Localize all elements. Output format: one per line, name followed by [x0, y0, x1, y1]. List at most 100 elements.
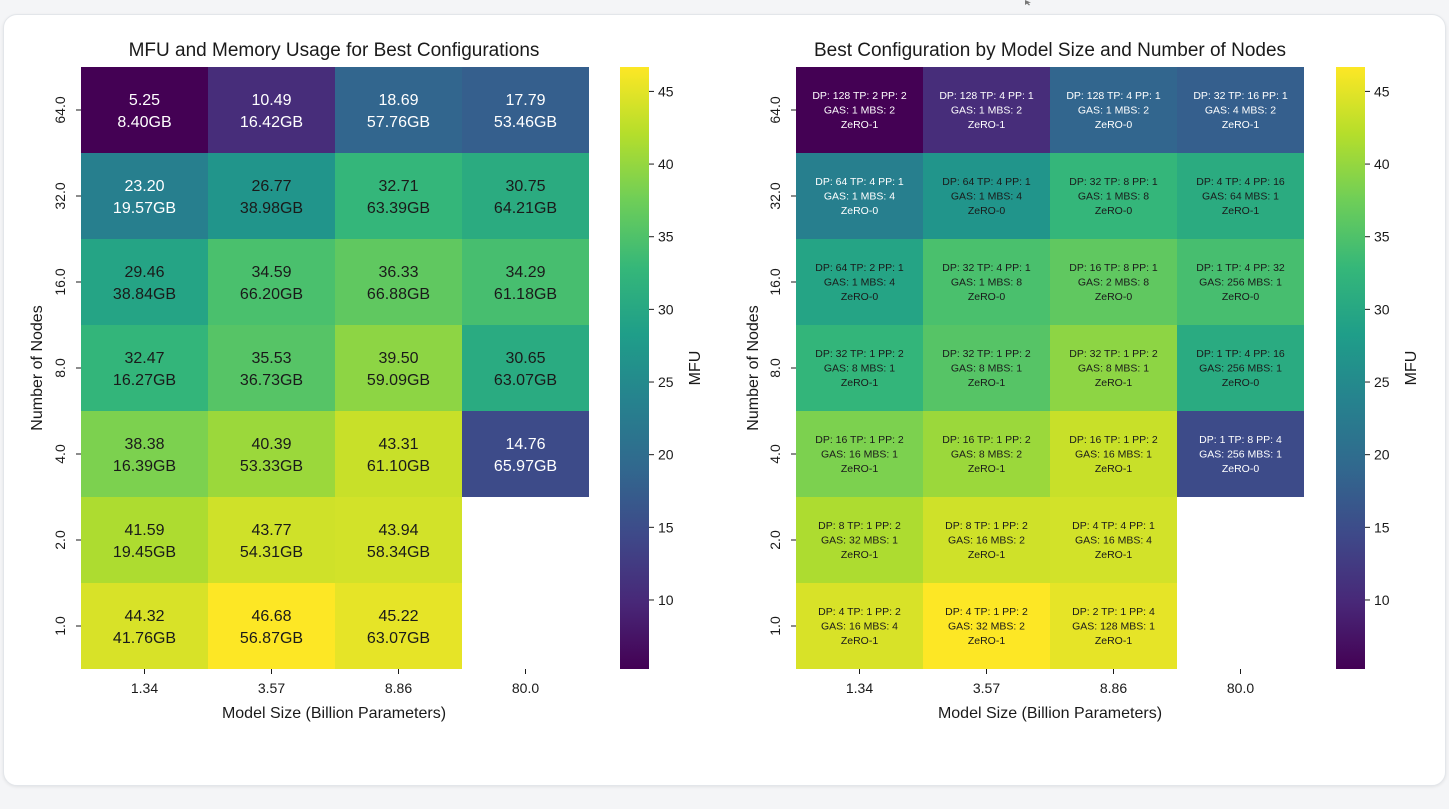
heatmap-cell — [208, 497, 335, 583]
cell-mfu-label: 17.79 — [505, 92, 545, 109]
cell-config-label: DP: 16 TP: 8 PP: 1 — [1069, 262, 1158, 274]
cell-memory-label: 64.21GB — [494, 200, 557, 217]
cell-memory-label: 41.76GB — [113, 630, 176, 647]
heatmap-cell — [923, 583, 1050, 669]
colorbar-tick-label: 15 — [1374, 519, 1390, 535]
cell-config-label: GAS: 16 MBS: 4 — [821, 621, 898, 633]
cell-config-label: DP: 2 TP: 1 PP: 4 — [1072, 606, 1155, 618]
heatmap-cell — [208, 583, 335, 669]
heatmap-cell — [335, 497, 462, 583]
cell-config-label: ZeRO-0 — [968, 291, 1006, 303]
cell-config-label: ZeRO-1 — [968, 635, 1006, 647]
colorbar-tick-label: 20 — [658, 447, 674, 463]
cell-config-label: DP: 128 TP: 4 PP: 1 — [1066, 90, 1161, 102]
cell-config-label: GAS: 4 MBS: 2 — [1205, 105, 1276, 117]
cell-mfu-label: 26.77 — [251, 178, 291, 195]
cell-memory-label: 38.84GB — [113, 286, 176, 303]
cell-memory-label: 63.07GB — [494, 372, 557, 389]
cell-mfu-label: 46.68 — [251, 608, 291, 625]
heatmap-cell — [796, 325, 923, 411]
cell-mfu-label: 36.33 — [378, 264, 418, 281]
heatmap-cell — [208, 411, 335, 497]
heatmap-cell — [923, 325, 1050, 411]
cell-mfu-label: 23.20 — [124, 178, 164, 195]
colorbar-tick-label: 45 — [1374, 83, 1390, 99]
cell-config-label: ZeRO-0 — [841, 291, 879, 303]
cell-memory-label: 53.46GB — [494, 114, 557, 131]
cell-config-label: DP: 8 TP: 1 PP: 2 — [818, 520, 901, 532]
heatmap-cell — [1050, 325, 1177, 411]
colorbar-tick-label: 45 — [658, 83, 674, 99]
cell-config-label: GAS: 256 MBS: 1 — [1199, 449, 1282, 461]
cell-mfu-label: 45.22 — [378, 608, 418, 625]
cell-memory-label: 54.31GB — [240, 544, 303, 561]
colorbar-tick-label: 10 — [1374, 592, 1390, 608]
cell-mfu-label: 43.31 — [378, 436, 418, 453]
cell-config-label: DP: 4 TP: 4 PP: 1 — [1072, 520, 1155, 532]
colorbar-gradient — [620, 67, 649, 669]
cell-memory-label: 53.33GB — [240, 458, 303, 475]
cell-config-label: GAS: 1 MBS: 2 — [824, 105, 895, 117]
cell-config-label: ZeRO-0 — [968, 205, 1006, 217]
y-tick-label: 1.0 — [767, 616, 783, 636]
cell-mfu-label: 41.59 — [124, 522, 164, 539]
cell-mfu-label: 43.94 — [378, 522, 418, 539]
x-tick-label: 3.57 — [973, 680, 1000, 696]
heatmap-best-configuration: Best Configuration by Model Size and Num… — [745, 40, 1420, 722]
heatmap-cell — [923, 497, 1050, 583]
cell-memory-label: 58.34GB — [367, 544, 430, 561]
cell-config-label: DP: 128 TP: 4 PP: 1 — [939, 90, 1034, 102]
heatmap-cell — [796, 153, 923, 239]
heatmap-cell — [335, 67, 462, 153]
cell-config-label: GAS: 1 MBS: 4 — [824, 277, 895, 289]
cell-mfu-label: 34.59 — [251, 264, 291, 281]
mouse-cursor-icon — [1025, 0, 1031, 6]
cell-config-label: DP: 32 TP: 1 PP: 2 — [815, 348, 904, 360]
heatmap-cell — [1177, 67, 1304, 153]
cell-config-label: ZeRO-1 — [968, 377, 1006, 389]
cell-config-label: DP: 64 TP: 2 PP: 1 — [815, 262, 904, 274]
colorbar-tick-label: 30 — [658, 301, 674, 317]
heatmap-cell — [796, 411, 923, 497]
cell-config-label: ZeRO-1 — [1095, 463, 1133, 475]
heatmap-cell — [81, 583, 208, 669]
cell-memory-label: 59.09GB — [367, 372, 430, 389]
cell-config-label: GAS: 16 MBS: 1 — [1075, 449, 1152, 461]
cell-config-label: ZeRO-1 — [968, 463, 1006, 475]
cell-config-label: ZeRO-1 — [1095, 635, 1133, 647]
heatmap-cell — [462, 153, 589, 239]
y-tick-label: 1.0 — [52, 616, 68, 636]
cell-config-label: ZeRO-1 — [968, 549, 1006, 561]
cell-config-label: GAS: 1 MBS: 8 — [1078, 191, 1149, 203]
cell-config-label: DP: 1 TP: 4 PP: 16 — [1196, 348, 1285, 360]
cell-config-label: DP: 32 TP: 4 PP: 1 — [942, 262, 1031, 274]
y-axis-ticks: 64.0 32.0 16.0 8.0 4.0 2.0 1.0 — [52, 96, 81, 636]
heatmap-cell — [1050, 411, 1177, 497]
x-tick-label: 1.34 — [131, 680, 158, 696]
colorbar-tick-label: 25 — [1374, 374, 1390, 390]
y-tick-label: 2.0 — [767, 530, 783, 550]
cell-config-label: GAS: 8 MBS: 2 — [951, 449, 1022, 461]
y-axis-label: Number of Nodes — [745, 305, 762, 430]
cell-mfu-label: 30.65 — [505, 350, 545, 367]
y-axis-ticks: 64.0 32.0 16.0 8.0 4.0 2.0 1.0 — [767, 96, 796, 636]
heatmap-cell — [81, 153, 208, 239]
cell-config-label: GAS: 16 MBS: 2 — [948, 535, 1025, 547]
heatmap-cell — [335, 153, 462, 239]
cell-memory-label: 65.97GB — [494, 458, 557, 475]
cell-config-label: ZeRO-1 — [968, 119, 1006, 131]
cell-config-label: GAS: 1 MBS: 4 — [951, 191, 1022, 203]
x-axis-ticks: 1.34 3.57 8.86 80.0 — [846, 669, 1254, 696]
cell-config-label: GAS: 128 MBS: 1 — [1072, 621, 1155, 633]
cell-memory-label: 38.98GB — [240, 200, 303, 217]
cell-memory-label: 57.76GB — [367, 114, 430, 131]
cell-config-label: GAS: 8 MBS: 1 — [824, 363, 895, 375]
cell-config-label: DP: 64 TP: 4 PP: 1 — [942, 176, 1031, 188]
cell-mfu-label: 5.25 — [129, 92, 160, 109]
heatmap-cell — [335, 583, 462, 669]
cell-memory-label: 19.45GB — [113, 544, 176, 561]
cell-memory-label: 61.10GB — [367, 458, 430, 475]
cell-config-label: ZeRO-1 — [1222, 119, 1260, 131]
heatmap-cell — [335, 325, 462, 411]
cell-config-label: ZeRO-1 — [841, 119, 879, 131]
